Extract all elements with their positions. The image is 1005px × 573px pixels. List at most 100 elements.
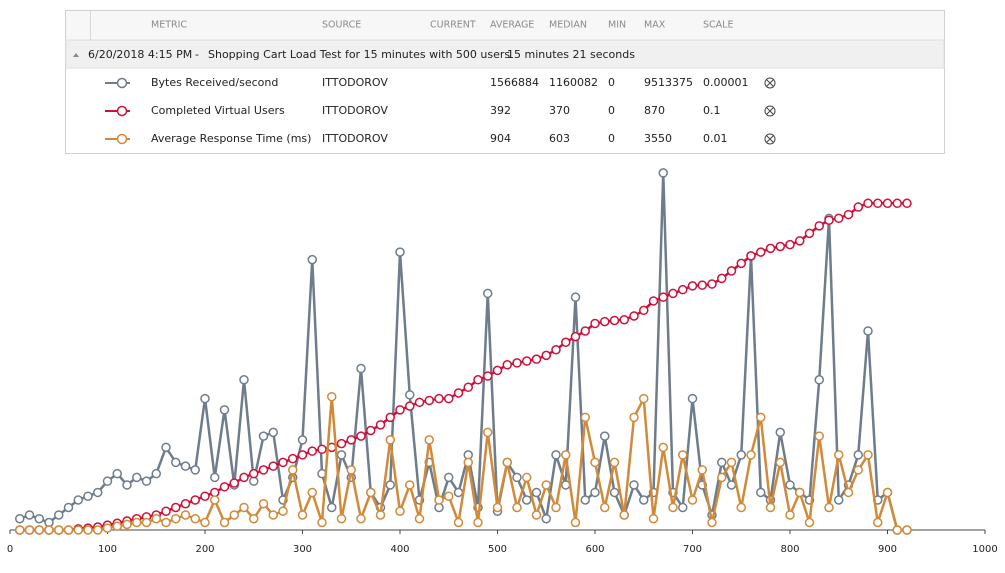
remove-icon[interactable] [764,105,776,117]
point [229,510,239,520]
x-tick-label: 200 [195,544,214,555]
point [619,510,629,520]
point [746,450,756,460]
point [629,480,639,490]
point [668,502,678,513]
point [297,510,308,520]
x-tick-label: 0 [7,544,13,555]
remove-icon[interactable] [764,77,776,89]
point [317,444,327,455]
legend-marker [116,133,128,145]
cell-min: 0 [608,76,615,89]
point [697,280,707,290]
remove-icon-x[interactable] [766,107,774,115]
point [863,198,873,209]
column-header[interactable]: SCALE [703,20,733,31]
point [697,465,707,475]
point [414,397,425,408]
point [473,375,483,385]
column-header[interactable]: MAX [644,20,666,31]
cell-source: ITTODOROV [322,132,388,145]
point [15,513,25,524]
cell-max: 3550 [644,132,672,145]
point [687,495,698,505]
point [492,502,503,513]
point [141,476,152,486]
column-header[interactable]: MEDIAN [549,20,587,31]
point [424,395,434,406]
point [512,502,522,513]
point [717,273,727,284]
point [863,326,873,336]
point [600,316,610,327]
point [34,513,44,524]
point [278,506,288,516]
point [814,375,824,385]
point [736,502,746,513]
point [405,390,415,400]
point [590,318,600,329]
point [531,354,542,364]
point [93,525,103,535]
point [512,472,522,483]
point [678,284,688,295]
point [200,393,210,404]
point [366,487,376,498]
point [678,502,688,513]
point [824,215,834,225]
point [375,510,386,520]
x-tick-label: 1000 [972,544,997,555]
point [112,468,122,479]
point [395,506,405,516]
point [853,450,863,460]
column-header[interactable]: METRIC [151,20,187,31]
point [346,435,356,445]
collapse-icon[interactable] [73,53,79,57]
point [551,502,561,513]
cell-min: 0 [608,104,615,117]
column-header[interactable]: MIN [608,20,626,31]
group-date: 6/20/2018 4:15 PM [88,48,192,61]
point [834,495,844,505]
group-description: Shopping Cart Load Test for 15 minutes w… [208,48,510,61]
point [336,438,347,449]
point [541,480,551,490]
point [561,337,571,347]
point [141,517,152,528]
point [522,495,532,505]
point [132,472,142,483]
column-header[interactable]: SOURCE [322,20,361,31]
point [258,465,269,475]
point [180,510,191,520]
point [171,457,181,468]
point [736,258,746,269]
point [600,431,610,441]
point [327,502,337,513]
remove-icon-x[interactable] [766,135,774,143]
point [609,457,620,468]
point [804,228,815,239]
point [239,375,249,385]
remove-icon[interactable] [764,133,776,145]
point [736,450,746,460]
point [54,525,64,535]
point [15,525,25,535]
point [648,296,659,306]
point [385,435,395,445]
point [161,442,171,453]
point [180,461,191,471]
point [580,412,590,423]
column-header[interactable]: AVERAGE [490,20,534,31]
x-tick-label: 500 [488,544,507,555]
point [346,465,356,475]
column-header[interactable]: CURRENT [430,20,476,31]
point [356,431,366,441]
point [570,292,581,302]
remove-icon-x[interactable] [766,79,774,87]
point [492,365,503,376]
point [775,241,785,252]
point [268,510,278,520]
group-row[interactable] [65,39,945,69]
point [112,521,122,531]
point [785,239,795,250]
